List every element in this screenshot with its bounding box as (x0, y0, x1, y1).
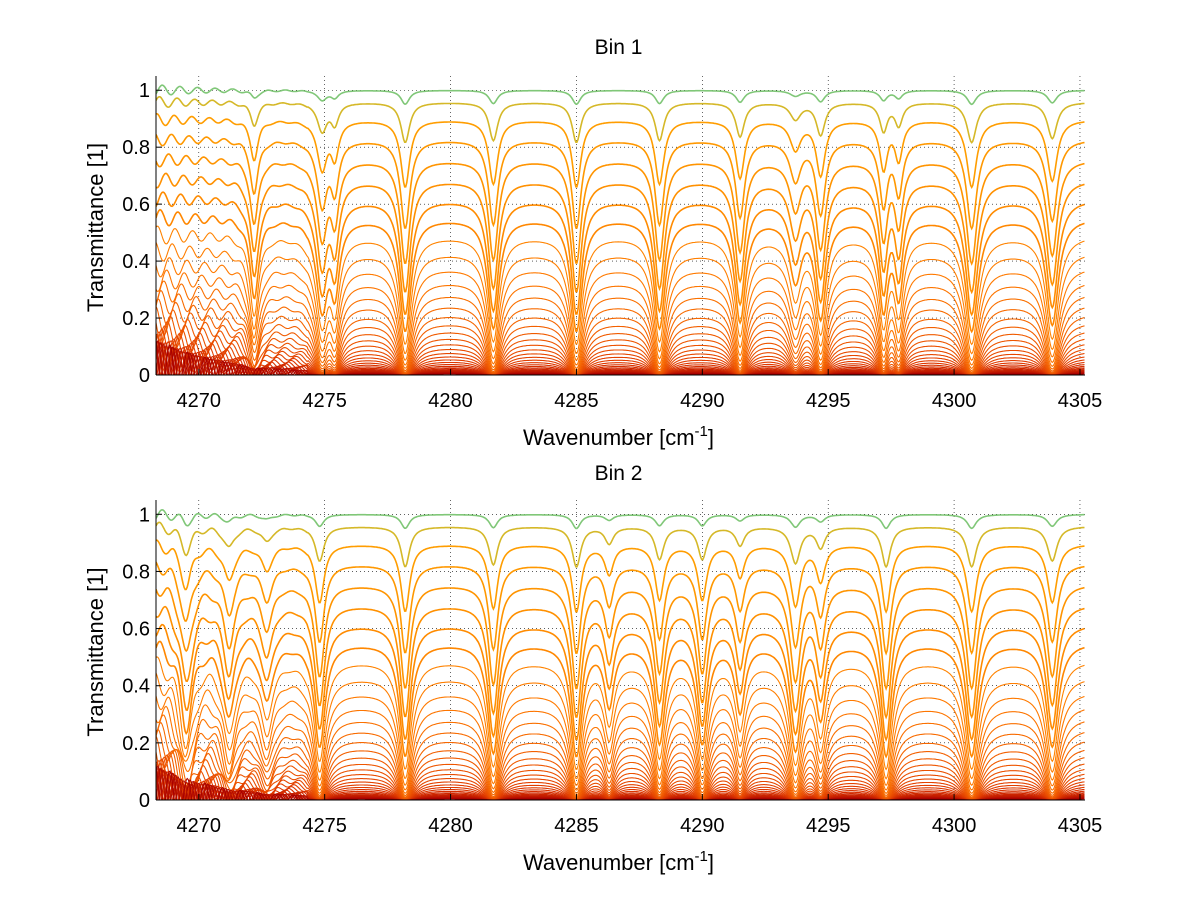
series-line (156, 705, 1085, 791)
x-tick-label: 4280 (428, 815, 473, 837)
x-tick-label: 4275 (302, 390, 347, 412)
series-line (156, 728, 1085, 800)
series-line (156, 722, 1085, 797)
series-line (156, 623, 1085, 742)
series-line (156, 754, 1085, 800)
x-tick-label: 4305 (1058, 390, 1103, 412)
series-line (156, 208, 1085, 334)
y-tick-label: 0.6 (122, 194, 150, 216)
series-line (156, 172, 1085, 295)
chart-panel-1: 4270 4275 4280 4285 4290 4295 4300 4305 0 0.2 0.4 0… (83, 36, 1102, 450)
series-line (156, 331, 1085, 375)
series-line (156, 320, 1085, 375)
y-tick-label: 0.4 (122, 676, 150, 698)
y-tick-label: 0.6 (122, 619, 150, 641)
series-line (156, 586, 1085, 691)
x-axis-label: Wavenumber [cm-1] (523, 423, 714, 450)
x-tick-label: 4300 (932, 815, 977, 837)
series-line (156, 561, 1085, 656)
y-tick-label: 0.2 (122, 733, 150, 755)
series-line (156, 225, 1085, 346)
x-tick-label: 4290 (680, 390, 725, 412)
series-group (156, 508, 1085, 800)
y-tick-label: 1 (139, 504, 150, 526)
series-line (156, 771, 1085, 800)
series-line (156, 605, 1085, 720)
series-line (156, 325, 1085, 375)
series-line (156, 751, 1085, 800)
series-line (156, 340, 1085, 375)
series-line (156, 289, 1085, 372)
series-line (156, 521, 1085, 569)
series-line (156, 508, 1085, 530)
series-line (156, 761, 1085, 800)
x-tick-label: 4275 (302, 815, 347, 837)
chart-title: Bin 1 (595, 36, 643, 59)
y-tick-label: 0 (139, 365, 150, 387)
x-tick-label: 4270 (177, 815, 222, 837)
x-tick-label: 4305 (1058, 815, 1103, 837)
series-line (156, 735, 1085, 800)
series-line (156, 306, 1085, 374)
x-tick-label: 4285 (554, 815, 599, 837)
series-line (156, 759, 1085, 800)
series-line (156, 96, 1085, 144)
y-tick-label: 0.2 (122, 308, 150, 330)
series-line (156, 113, 1085, 189)
y-tick-label: 0 (139, 790, 150, 812)
series-line (156, 758, 1085, 800)
x-tick-label: 4270 (177, 390, 222, 412)
series-line (156, 257, 1085, 362)
y-tick-label: 0.8 (122, 137, 150, 159)
y-axis-label: Transmittance [1] (83, 143, 108, 312)
series-line (156, 672, 1085, 780)
x-tick-label: 4295 (806, 390, 851, 412)
series-line (156, 342, 1085, 375)
series-line (156, 191, 1085, 317)
series-line (156, 328, 1085, 375)
series-line (156, 756, 1085, 800)
series-line (156, 539, 1085, 614)
series-line (156, 315, 1085, 375)
series-line (156, 640, 1085, 759)
y-axis-label: Transmittance [1] (83, 567, 108, 736)
series-line (156, 341, 1085, 375)
series-line (156, 242, 1085, 355)
x-tick-label: 4280 (428, 390, 473, 412)
series-line (156, 770, 1085, 800)
x-tick-label: 4300 (932, 390, 977, 412)
x-axis-label: Wavenumber [cm-1] (523, 848, 714, 875)
series-line (156, 695, 1085, 787)
series-line (156, 133, 1085, 231)
series-group (156, 84, 1085, 375)
series-line (156, 714, 1085, 794)
series-line (156, 298, 1085, 373)
series-line (156, 280, 1085, 369)
series-line (159, 770, 1085, 800)
series-line (156, 153, 1085, 266)
series-line (158, 341, 1085, 375)
x-tick-label: 4295 (806, 815, 851, 837)
series-line (156, 333, 1085, 375)
series-line (156, 269, 1085, 366)
series-line (156, 656, 1085, 771)
y-tick-label: 0.4 (122, 251, 150, 273)
x-tick-label: 4290 (680, 815, 725, 837)
chart-title: Bin 2 (595, 462, 643, 485)
series-line (156, 84, 1085, 106)
x-tick-label: 4285 (554, 390, 599, 412)
series-line (156, 341, 1085, 375)
y-tick-label: 0.8 (122, 561, 150, 583)
y-tick-label: 1 (139, 80, 150, 102)
chart-panel-2: 4270 4275 4280 4285 4290 4295 4300 4305 0 0.2 0.4 0… (83, 462, 1102, 875)
